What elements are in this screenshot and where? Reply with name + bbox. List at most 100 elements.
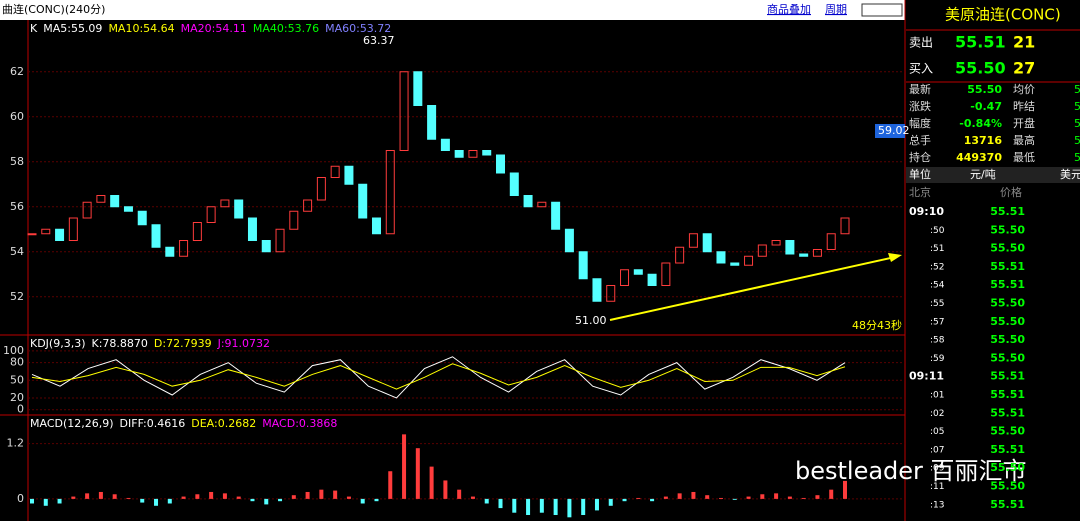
quote-text: :11 — [930, 482, 944, 492]
nav-buttons[interactable] — [861, 3, 903, 17]
candle — [482, 150, 492, 156]
macd-bar — [801, 497, 806, 499]
macd-bar — [305, 491, 310, 499]
macd-bar — [787, 496, 792, 499]
quote-text: 北京 — [909, 185, 931, 199]
quote-text: 最低 — [1013, 151, 1035, 164]
candle — [358, 183, 368, 219]
quote-text: 55.51 — [990, 443, 1025, 456]
candle — [812, 249, 822, 257]
macd-bar — [470, 496, 475, 499]
macd-bar — [663, 496, 668, 499]
y-tick-label: 52 — [10, 290, 24, 303]
macd-bar — [594, 498, 599, 511]
macd-bar — [167, 498, 172, 504]
price-tag — [875, 124, 905, 138]
quote-text: 单位 — [909, 167, 931, 181]
candle — [771, 240, 781, 246]
candle — [247, 217, 257, 241]
candle — [551, 201, 561, 230]
y-tick-label: 0 — [17, 492, 24, 505]
quote-text: 55.50 — [990, 351, 1025, 364]
candle — [179, 240, 189, 257]
quote-text: 幅度 — [909, 116, 931, 130]
candle — [633, 269, 643, 275]
quote-panel: 美原油连(CONC) 卖出 55.51 21 买入 55.50 27 最新 55.50 均价 5 涨跌… — [906, 0, 1080, 511]
period-button[interactable]: 周期 — [825, 3, 847, 16]
panel-header: MACD(12,26,9) — [30, 417, 114, 430]
candle — [661, 262, 671, 286]
quote-text: 55.50 — [990, 223, 1025, 236]
trend-line — [609, 256, 896, 321]
candle — [137, 210, 147, 226]
quote-header — [906, 0, 1080, 30]
quote-text: 昨结 — [1013, 100, 1035, 113]
macd-bar — [360, 498, 365, 504]
quote-text: :50 — [930, 226, 945, 236]
macd-bar — [154, 498, 159, 506]
quote-text: :51 — [930, 244, 944, 254]
arrow-head — [888, 253, 902, 262]
quote-text: 55.51 — [990, 370, 1025, 383]
quote-text: :52 — [930, 262, 944, 272]
candle — [68, 217, 78, 241]
candle — [330, 165, 340, 178]
macd-bar — [140, 498, 145, 503]
panel-header: MA10:54.64 — [108, 22, 174, 35]
quote-text: 09:10 — [909, 205, 944, 218]
quote-text: 55.51 — [990, 278, 1025, 291]
quote-text: 13716 — [964, 134, 1003, 147]
macd-bar — [264, 498, 269, 505]
panel-header: DIFF:0.4616 — [120, 417, 186, 430]
overlay-button[interactable]: 商品叠加 — [767, 2, 811, 16]
candle — [606, 285, 616, 302]
panel-header: D:72.7939 — [154, 337, 212, 350]
quote-text: 55.50 — [990, 297, 1025, 310]
candle — [785, 240, 795, 255]
candle — [289, 210, 299, 230]
candle — [344, 165, 354, 185]
y-tick-label: 80 — [10, 356, 24, 369]
macd-bar — [636, 497, 641, 499]
candle — [826, 233, 836, 250]
indicator-line — [31, 356, 846, 399]
macd-bar — [498, 498, 503, 509]
macd-bar — [209, 491, 214, 499]
quote-text: 买入 — [909, 62, 933, 76]
quote-text: :58 — [930, 336, 945, 346]
macd-bar — [539, 498, 544, 513]
candle — [744, 255, 754, 266]
candle — [454, 150, 464, 158]
candle — [110, 195, 120, 208]
quote-text: 总手 — [909, 133, 931, 147]
macd-bar — [622, 498, 627, 502]
candle — [537, 201, 547, 208]
panel-header: K — [30, 22, 38, 35]
candle — [41, 228, 51, 235]
macd-bar — [57, 498, 62, 504]
macd-bar — [85, 493, 90, 499]
quote-text: :01 — [930, 391, 944, 401]
panel-header: MA20:54.11 — [181, 22, 247, 35]
quote-text: :07 — [930, 445, 944, 455]
macd-bar — [650, 498, 655, 502]
quote-text: -0.84% — [959, 117, 1002, 130]
macd-bar — [484, 498, 489, 504]
quote-text: 5 — [1074, 134, 1080, 147]
watermark: bestleader 百丽汇市 — [795, 457, 1027, 485]
y-tick-label: 100 — [3, 344, 24, 357]
quote-text: 5 — [1074, 100, 1080, 113]
macd-bar — [567, 498, 572, 518]
candle — [234, 199, 244, 219]
candle — [275, 228, 285, 253]
macd-bar — [126, 497, 131, 499]
quote-text: 55.50 — [990, 333, 1025, 346]
quote-text: 55.51 — [990, 260, 1025, 273]
macd-bar — [705, 495, 710, 499]
quote-text: 27 — [1013, 59, 1035, 78]
quote-text: :13 — [930, 500, 944, 510]
quote-text: 5 — [1074, 117, 1080, 130]
candle — [564, 228, 574, 253]
panel-header: DEA:0.2682 — [191, 417, 256, 430]
candle — [688, 233, 698, 248]
